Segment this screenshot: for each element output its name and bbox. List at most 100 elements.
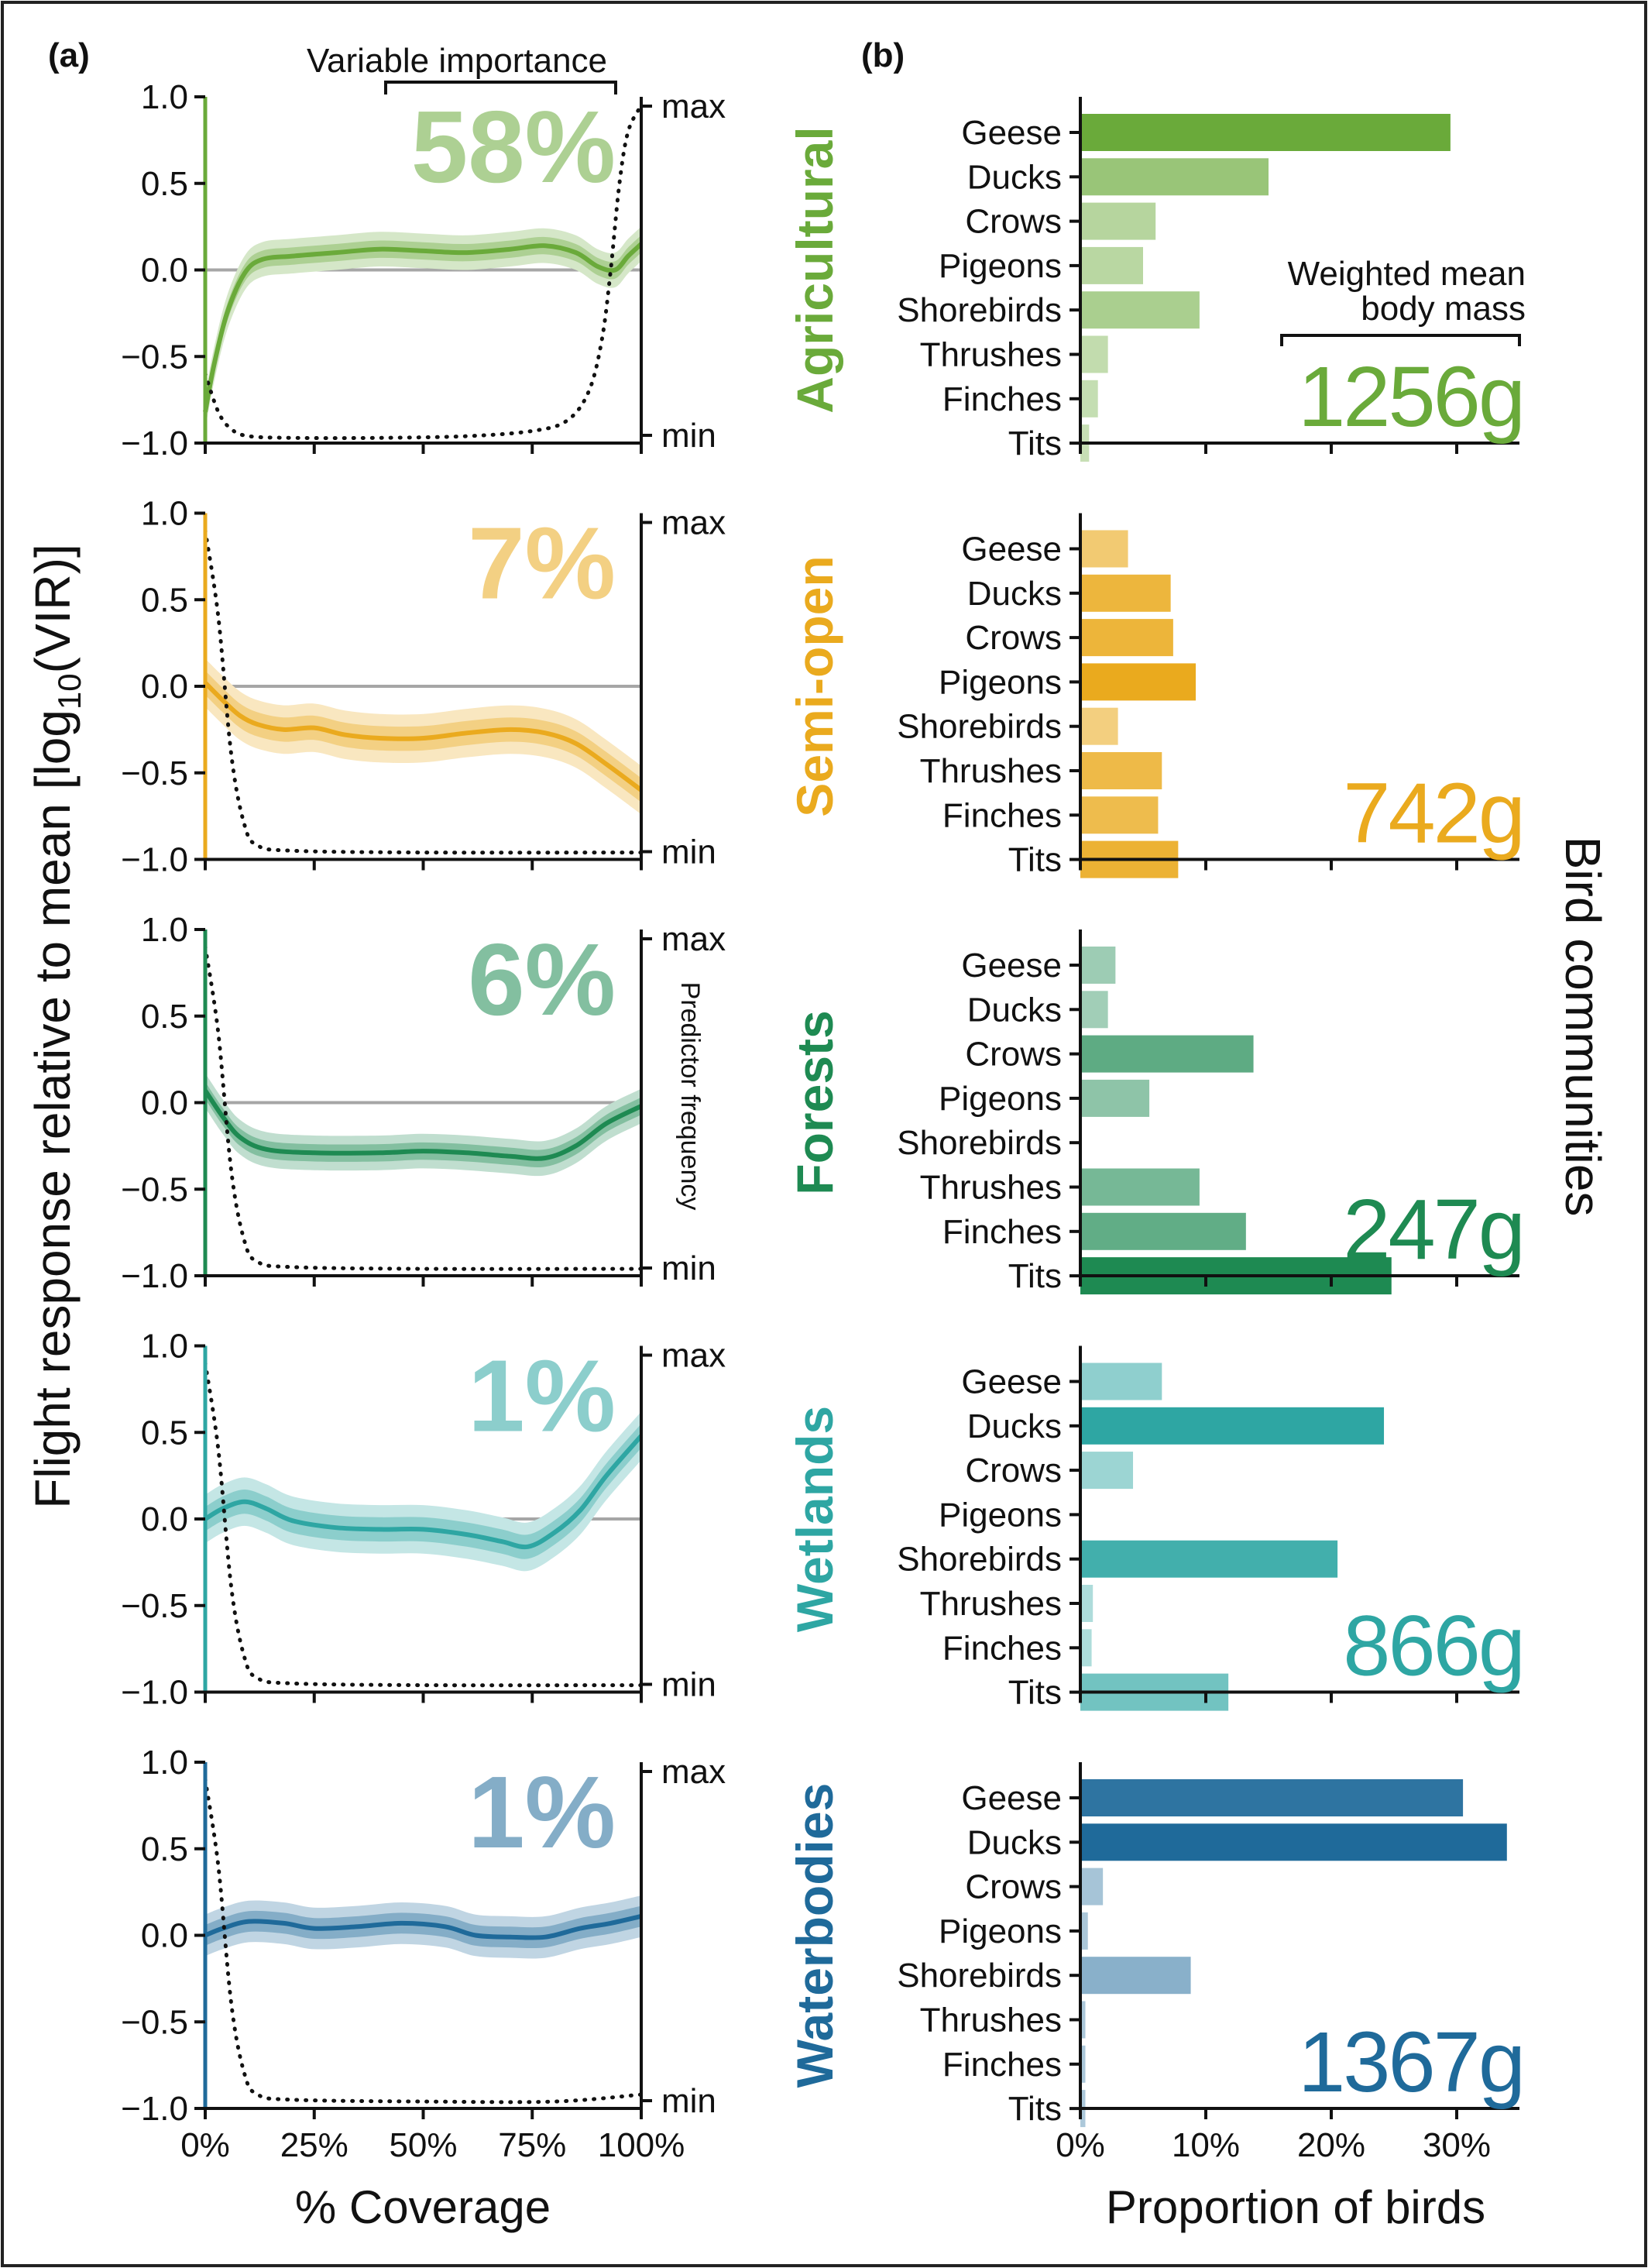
bar-category-label: Ducks [967, 991, 1062, 1029]
bar-geese [1080, 1779, 1464, 1816]
bar-pigeons [1080, 246, 1143, 284]
y-tick-label: 0.5 [141, 581, 188, 619]
body-mass-value: 247g [1343, 1182, 1523, 1277]
y-tick-label: −0.5 [121, 2003, 188, 2041]
predictor-frequency-line [203, 944, 644, 1271]
bar-category-label: Crows [965, 1452, 1062, 1490]
importance-value: 6% [468, 923, 616, 1036]
body-mass-bracket [1280, 334, 1521, 346]
max-label: max [661, 1753, 726, 1791]
variable-importance-label: Variable importance [307, 42, 607, 80]
bar-ducks [1080, 1823, 1507, 1861]
bar-category-label: Shorebirds [897, 1124, 1062, 1162]
y-axis-title: Flight response relative to mean [log10(… [25, 544, 88, 1508]
y-tick-label: −1.0 [121, 424, 188, 462]
bar-shorebirds [1080, 707, 1118, 745]
bar-category-label: Shorebirds [897, 291, 1062, 329]
bar-category-label: Tits [1008, 1674, 1062, 1712]
y-tick-label: −0.5 [121, 754, 188, 792]
bar-category-label: Crows [965, 1036, 1062, 1074]
y-tick-label: 0.5 [141, 165, 188, 203]
y-tick-label: 0.0 [141, 668, 188, 706]
y-tick-label: 0.5 [141, 1414, 188, 1452]
x-tick-label-left: 50% [389, 2126, 457, 2164]
y-tick-label: 1.0 [141, 1744, 188, 1782]
bar-category-label: Thrushes [920, 1585, 1062, 1623]
bar-geese [1080, 947, 1116, 984]
bar-thrushes [1080, 752, 1162, 789]
response-line [203, 1089, 643, 1161]
bar-geese [1080, 114, 1451, 151]
response-line [204, 1434, 644, 1550]
y-tick-label: 0.5 [141, 1830, 188, 1868]
bar-shorebirds [1080, 1957, 1191, 1995]
bar-category-label: Geese [961, 947, 1062, 985]
bar-category-label: Geese [961, 531, 1062, 569]
bar-category-label: Pigeons [939, 1496, 1062, 1534]
bar-category-label: Thrushes [920, 2002, 1062, 2039]
y-tick-label: −1.0 [121, 1674, 188, 1712]
max-label: max [661, 504, 726, 542]
bar-finches [1080, 796, 1159, 834]
body-mass-value: 866g [1343, 1599, 1523, 1694]
body-mass-value: 1256g [1298, 349, 1523, 445]
min-label: min [661, 1666, 716, 1704]
y-tick-label: −0.5 [121, 338, 188, 376]
panel-forests: 6% 1.0 0.5 0.0 −0.5 −1.0 max min Forests Geese Duc… [121, 911, 1526, 1295]
bar-category-label: Geese [961, 1363, 1062, 1401]
bar-category-label: Ducks [967, 1407, 1062, 1445]
x-tick-label-right: 20% [1297, 2126, 1365, 2164]
response-line [204, 1913, 642, 1940]
bar-crows [1080, 1035, 1254, 1073]
bar-category-label: Ducks [967, 158, 1062, 196]
x-tick-label-right: 30% [1423, 2126, 1491, 2164]
y-tick-label: 1.0 [141, 78, 188, 116]
bar-category-label: Crows [965, 1868, 1062, 1906]
bar-category-label: Pigeons [939, 247, 1062, 285]
panel-agricultural: 58% 1.0 0.5 0.0 −0.5 −1.0 max min Agricultural Ge… [121, 78, 1526, 462]
bar-category-label: Crows [965, 203, 1062, 241]
confidence-band-outer [205, 226, 641, 430]
importance-value: 7% [468, 507, 616, 620]
y-tick-label: 1.0 [141, 1328, 188, 1366]
y-tick-label: 0.0 [141, 1917, 188, 1955]
bar-crows [1080, 202, 1156, 240]
bar-finches [1080, 1212, 1246, 1250]
x-tick-label-left: 75% [498, 2126, 566, 2164]
bar-category-label: Thrushes [920, 336, 1062, 374]
bar-category-label: Geese [961, 1779, 1062, 1817]
bar-category-label: Shorebirds [897, 1957, 1062, 1995]
min-label: min [661, 417, 716, 455]
y-tick-label: −0.5 [121, 1170, 188, 1208]
body-mass-label: body mass [1361, 290, 1526, 328]
min-label: min [661, 833, 716, 871]
bar-category-label: Thrushes [920, 752, 1062, 790]
y-tick-label: 1.0 [141, 495, 188, 533]
predictor-frequency-label: Predictor frequency [675, 982, 705, 1211]
x-tick-label-left: 100% [598, 2126, 685, 2164]
bar-category-label: Thrushes [920, 1169, 1062, 1207]
bar-category-label: Tits [1008, 2090, 1062, 2128]
bar-category-label: Finches [942, 1213, 1062, 1251]
x-axis-title-right: Proportion of birds [1106, 2181, 1485, 2233]
bar-crows [1080, 1868, 1104, 1905]
bar-thrushes [1080, 1585, 1094, 1622]
response-line [203, 681, 643, 792]
body-mass-value: 742g [1343, 766, 1523, 861]
max-label: max [661, 88, 726, 125]
max-label: max [661, 920, 726, 958]
community-name: Waterbodies [786, 1783, 843, 2088]
response-line [203, 242, 644, 413]
bar-ducks [1080, 574, 1171, 612]
bar-pigeons [1080, 663, 1197, 701]
bar-pigeons [1080, 1079, 1150, 1117]
body-mass-value: 1367g [1298, 2015, 1523, 2110]
bar-ducks [1080, 991, 1108, 1029]
x-tick-label-left: 25% [280, 2126, 348, 2164]
x-axis-title-left: % Coverage [295, 2181, 551, 2233]
bar-thrushes [1080, 1168, 1200, 1206]
bar-category-label: Pigeons [939, 1080, 1062, 1118]
bar-geese [1080, 1363, 1162, 1400]
community-name: Semi-open [786, 555, 843, 816]
